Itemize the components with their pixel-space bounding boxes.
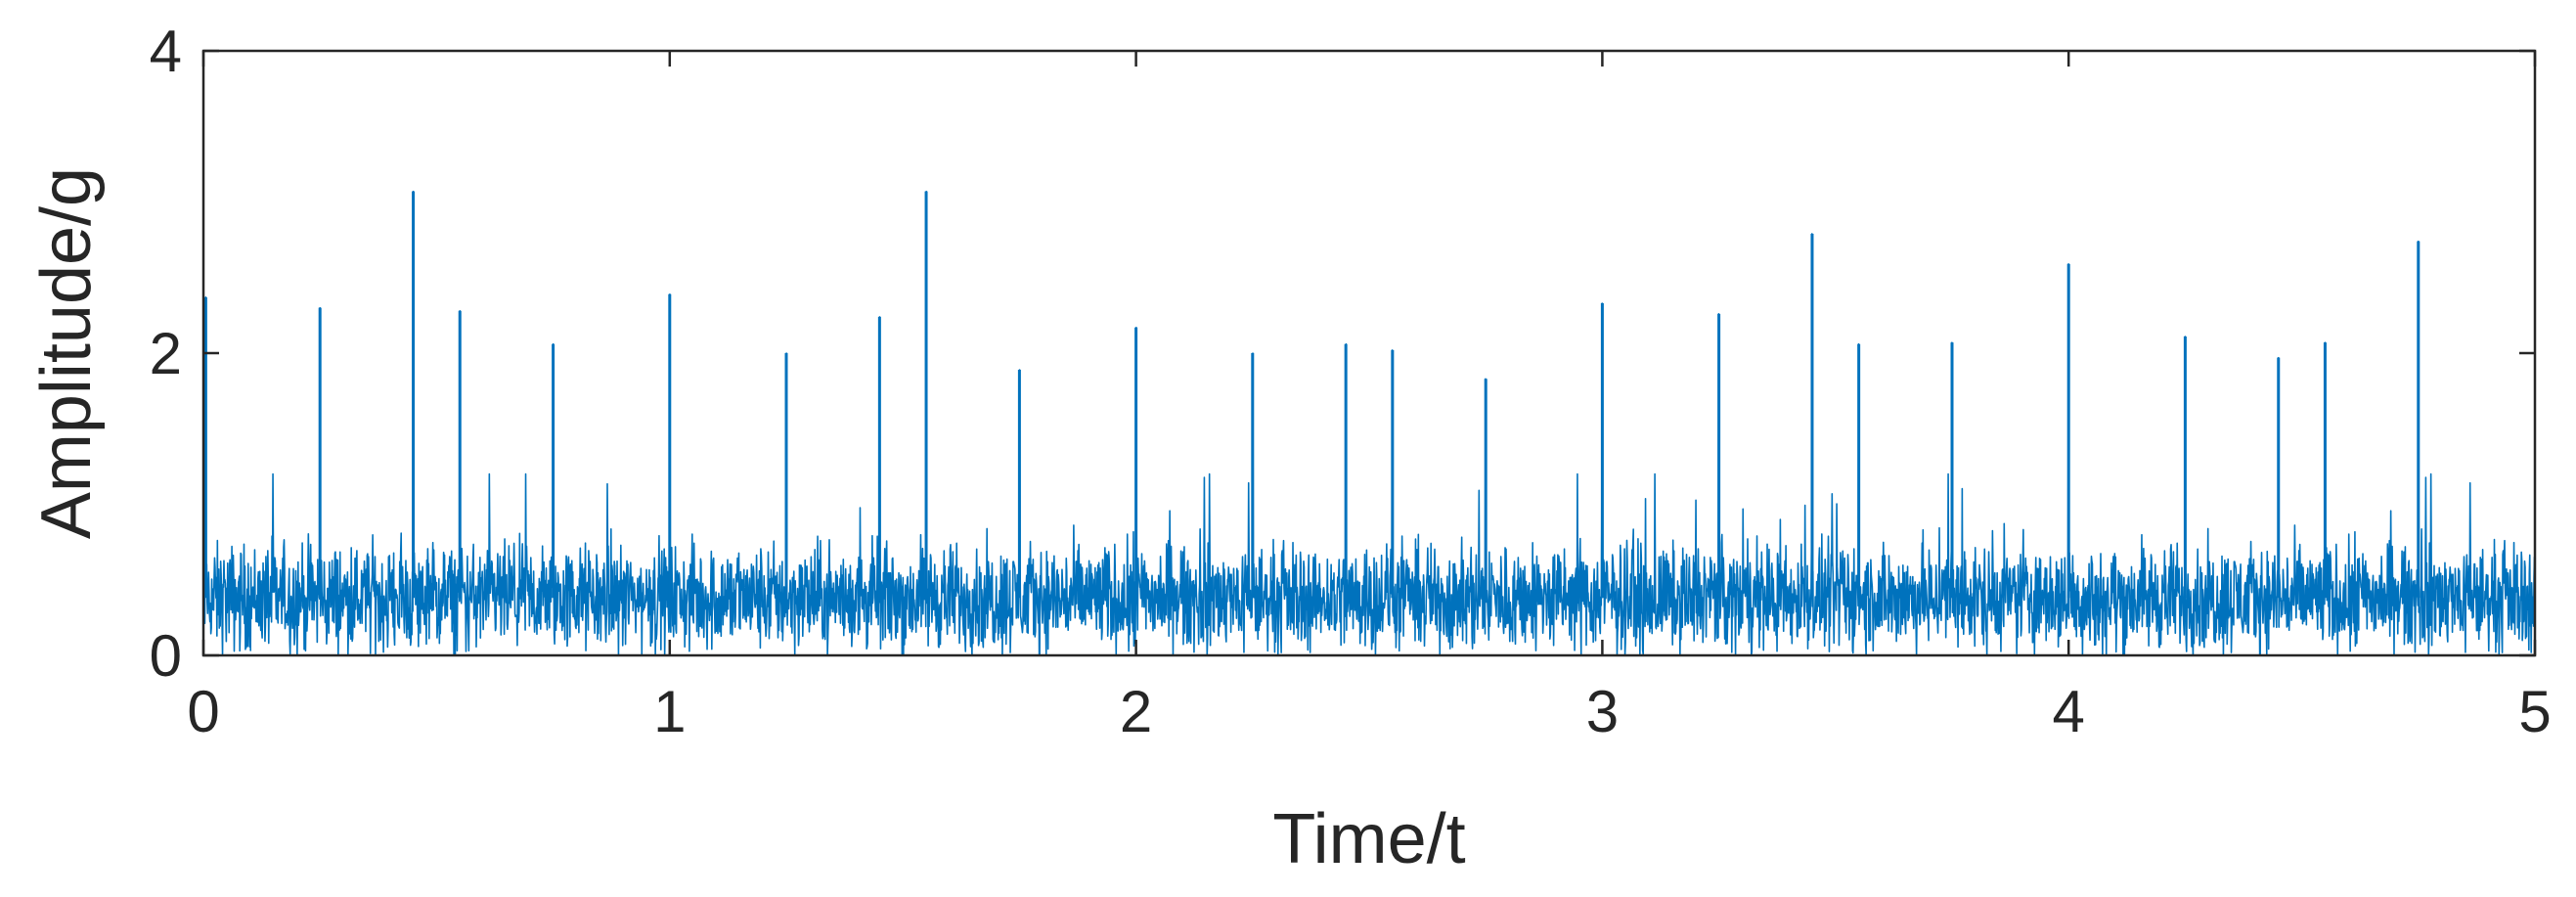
x-tick-label: 4: [2053, 679, 2085, 744]
x-tick-label: 5: [2518, 679, 2551, 744]
x-tick-label: 2: [1120, 679, 1152, 744]
y-axis-label: Amplitude/g: [27, 167, 106, 539]
plot-background: [203, 51, 2535, 655]
y-tick-label: 2: [150, 321, 182, 386]
axes: [201, 49, 2537, 657]
y-tick-label: 4: [150, 19, 182, 84]
x-tick-label: 1: [653, 679, 686, 744]
x-tick-label: 3: [1586, 679, 1619, 744]
signal-path: [202, 190, 2536, 656]
x-axis-label: Time/t: [1272, 800, 1465, 878]
y-tick-label: 0: [150, 623, 182, 689]
tick-labels: 0 1 2 3 4 5 0 2 4: [150, 19, 2552, 744]
x-tick-label: 0: [187, 679, 219, 744]
signal-line: [202, 190, 2536, 656]
